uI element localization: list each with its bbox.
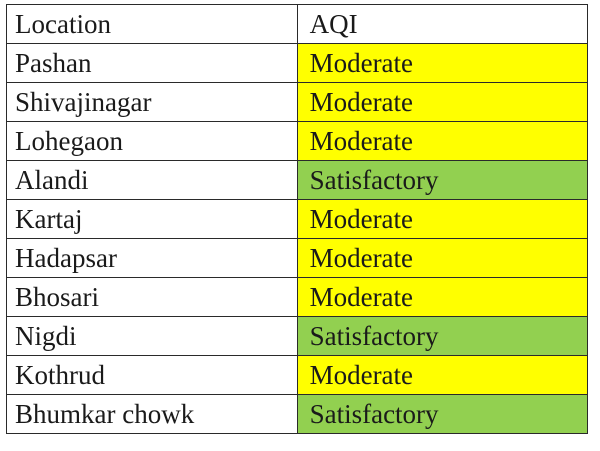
table-row: Shivajinagar Moderate	[6, 82, 589, 122]
aqi-cell: Moderate	[296, 43, 589, 83]
aqi-cell: Satisfactory	[296, 160, 589, 200]
location-cell: Kothrud	[6, 355, 298, 395]
location-cell: Nigdi	[6, 316, 298, 356]
location-cell: Alandi	[6, 160, 298, 200]
aqi-cell: Satisfactory	[296, 394, 589, 434]
table-body: Pashan Moderate Shivajinagar Moderate Lo…	[6, 43, 589, 434]
location-cell: Bhumkar chowk	[6, 394, 298, 434]
aqi-cell: Satisfactory	[296, 316, 589, 356]
table-row: Pashan Moderate	[6, 43, 589, 83]
aqi-cell: Moderate	[296, 82, 589, 122]
table-row: Kartaj Moderate	[6, 199, 589, 239]
location-cell: Shivajinagar	[6, 82, 298, 122]
aqi-cell: Moderate	[296, 199, 589, 239]
aqi-cell: Moderate	[296, 238, 589, 278]
table-row: Lohegaon Moderate	[6, 121, 589, 161]
table-row: Bhumkar chowk Satisfactory	[6, 394, 589, 434]
aqi-cell: Moderate	[296, 121, 589, 161]
header-row: Location AQI	[6, 4, 589, 44]
table-row: Kothrud Moderate	[6, 355, 589, 395]
location-cell: Lohegaon	[6, 121, 298, 161]
table-row: Bhosari Moderate	[6, 277, 589, 317]
aqi-cell: Moderate	[296, 277, 589, 317]
location-cell: Bhosari	[6, 277, 298, 317]
location-cell: Hadapsar	[6, 238, 298, 278]
table-row: Alandi Satisfactory	[6, 160, 589, 200]
location-cell: Pashan	[6, 43, 298, 83]
aqi-column-header: AQI	[296, 4, 589, 44]
table-row: Nigdi Satisfactory	[6, 316, 589, 356]
table-row: Hadapsar Moderate	[6, 238, 589, 278]
aqi-table: Location AQI Pashan Moderate Shivajinaga…	[6, 4, 589, 434]
table-header: Location AQI	[6, 4, 589, 44]
location-column-header: Location	[6, 4, 298, 44]
location-cell: Kartaj	[6, 199, 298, 239]
aqi-cell: Moderate	[296, 355, 589, 395]
